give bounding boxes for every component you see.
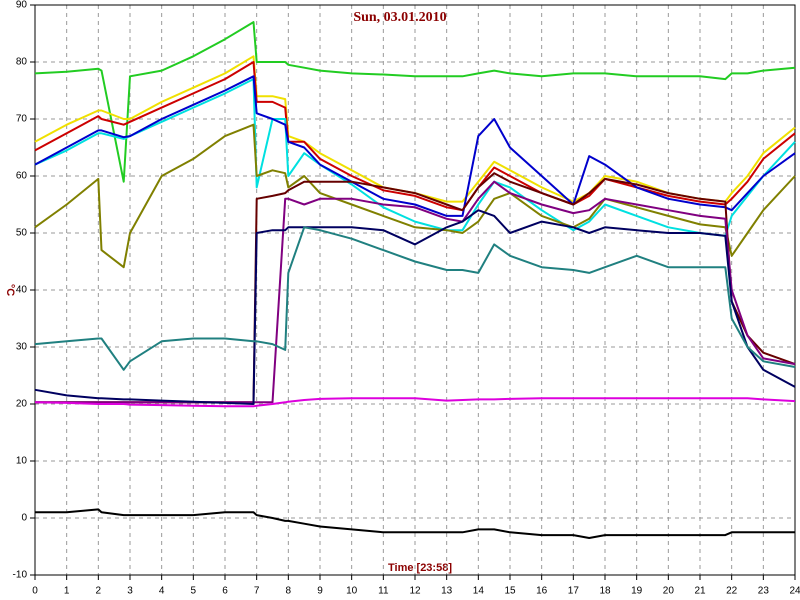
x-tick-label: 17: [568, 586, 580, 597]
y-tick-label: 50: [16, 228, 28, 239]
x-tick-label: 23: [758, 586, 770, 597]
x-tick-label: 12: [409, 586, 421, 597]
series-line: [34, 209, 796, 405]
series-line: [34, 226, 796, 371]
x-axis-label: Time [23:58]: [388, 562, 452, 574]
series-line: [35, 508, 795, 539]
x-tick-label: 14: [473, 586, 485, 597]
x-tick-label: 21: [694, 586, 706, 597]
y-tick-label: 90: [16, 0, 28, 11]
x-tick-label: 5: [191, 586, 197, 597]
x-tick-label: 6: [222, 586, 228, 597]
series-line: [34, 75, 796, 217]
series-line: [34, 78, 796, 237]
x-tick-label: 19: [631, 586, 643, 597]
x-tick-label: 4: [159, 586, 165, 597]
x-tick-label: 1: [64, 586, 70, 597]
x-tick-label: 9: [317, 586, 323, 597]
x-tick-label: 8: [286, 586, 292, 597]
x-tick-label: 22: [726, 586, 738, 597]
y-tick-label: 60: [16, 171, 28, 182]
series-line: [34, 123, 796, 269]
x-tick-label: 15: [504, 586, 516, 597]
series-line: [34, 61, 796, 212]
x-tick-label: 7: [254, 586, 260, 597]
y-axis-label: °C: [4, 284, 16, 296]
y-tick-label: 80: [16, 57, 28, 68]
x-tick-label: 13: [441, 586, 453, 597]
y-tick-label: 0: [21, 513, 27, 524]
y-tick-label: -10: [13, 570, 28, 581]
x-tick-label: 24: [789, 586, 800, 597]
chart-title: Sun, 03.01.2010: [353, 10, 446, 25]
series-line: [34, 21, 796, 183]
x-tick-label: 20: [663, 586, 675, 597]
y-tick-label: 40: [16, 285, 28, 296]
y-tick-label: 20: [16, 399, 28, 410]
y-tick-label: 70: [16, 114, 28, 125]
series-line: [35, 180, 796, 404]
plot-border: [34, 4, 796, 576]
x-tick-label: 18: [599, 586, 611, 597]
x-tick-label: 11: [378, 586, 389, 597]
x-tick-label: 3: [127, 586, 133, 597]
x-tick-label: 2: [96, 586, 102, 597]
y-tick-label: 10: [16, 456, 28, 467]
y-tick-label: 30: [16, 342, 28, 353]
x-tick-label: 10: [346, 586, 358, 597]
series-line: [34, 397, 796, 408]
x-tick-label: 0: [32, 586, 38, 597]
x-tick-label: 16: [536, 586, 548, 597]
